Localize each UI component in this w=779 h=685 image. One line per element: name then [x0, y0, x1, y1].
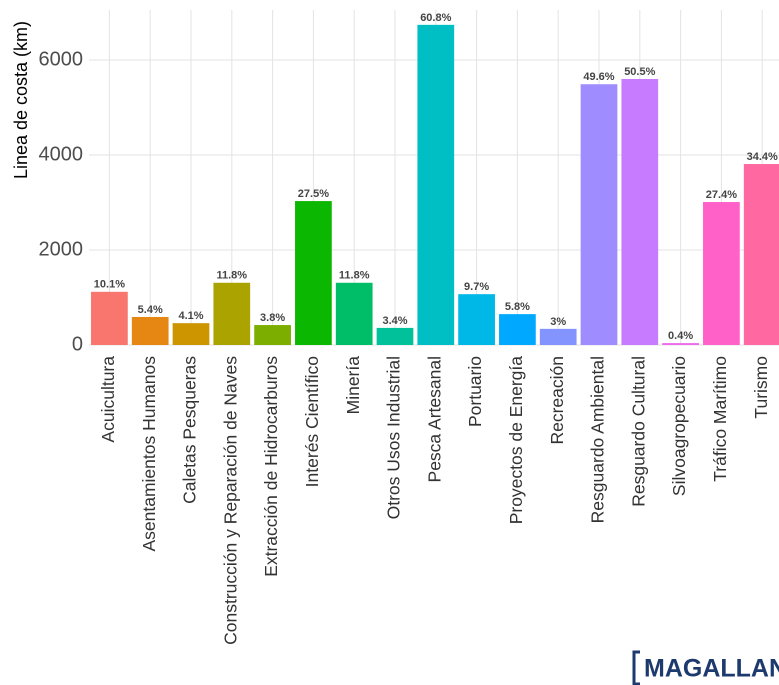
y-tick-label: 6000 [39, 48, 84, 70]
bar [539, 328, 577, 345]
bar-label: 9.7% [464, 281, 489, 293]
bar-label: 60.8% [420, 12, 451, 24]
logo-bracket [632, 650, 640, 685]
x-tick-label: Portuario [465, 356, 485, 427]
x-tick-label: Asentamientos Humanos [139, 356, 159, 552]
bar-label: 3.4% [382, 315, 407, 327]
y-tick-label: 2000 [39, 238, 84, 260]
x-tick-label: Recreación [547, 356, 567, 445]
bar [743, 164, 779, 345]
bar-label: 50.5% [624, 66, 655, 78]
x-tick-label: Silvoagropecuario [669, 356, 689, 496]
bar [335, 282, 373, 345]
x-tick-label: Turismo [751, 356, 771, 419]
bar [91, 291, 128, 345]
bar [131, 316, 169, 345]
logo: MAGALLANES [632, 650, 779, 685]
bar-label: 34.4% [747, 151, 778, 163]
logo-text: MAGALLANES [644, 655, 779, 683]
bar [376, 327, 414, 345]
bar-label: 27.4% [706, 189, 737, 201]
bar-label: 27.5% [298, 188, 329, 200]
bar [172, 323, 210, 345]
x-tick-label: Resguardo Ambiental [588, 356, 608, 523]
bar-label: 0.4% [668, 330, 693, 342]
bar [499, 314, 536, 345]
bar-label: 49.6% [583, 71, 614, 83]
bar [621, 79, 659, 345]
bar-label: 3% [550, 316, 566, 328]
bar [703, 202, 740, 345]
y-tick-label: 0 [72, 333, 83, 355]
x-tick-label: Interés Científico [302, 356, 322, 487]
y-axis-label: Linea de costa (km) [11, 21, 31, 179]
bar-label: 4.1% [178, 310, 203, 322]
x-tick-label: Resguardo Cultural [628, 356, 648, 507]
bar-label: 11.8% [217, 270, 248, 282]
bar-label: 10.1% [94, 279, 125, 291]
x-tick-label: Caletas Pesqueras [180, 356, 200, 504]
x-tick-label: Pesca Artesanal [424, 356, 444, 482]
bar [213, 282, 251, 345]
x-tick-label: Proyectos de Energía [506, 356, 526, 525]
bar [662, 343, 699, 345]
x-tick-label: Otros Usos Industrial [384, 356, 404, 519]
bar-label: 5.8% [505, 301, 530, 313]
x-tick-label: Tráfico Marítimo [710, 356, 730, 482]
bar [295, 201, 332, 345]
x-tick-label: Minería [343, 356, 363, 415]
bar [417, 24, 455, 345]
x-tick-label: Acuicultura [98, 356, 118, 443]
bar-label: 11.8% [339, 270, 370, 282]
bar-label: 5.4% [138, 304, 163, 316]
bar [458, 294, 495, 345]
bar [580, 84, 618, 345]
y-tick-label: 4000 [39, 143, 84, 165]
bar-label: 3.8% [260, 312, 285, 324]
x-tick-label: Extracción de Hidrocarburos [261, 356, 281, 577]
x-tick-label: Construcción y Reparación de Naves [220, 356, 240, 645]
bar [254, 325, 291, 345]
